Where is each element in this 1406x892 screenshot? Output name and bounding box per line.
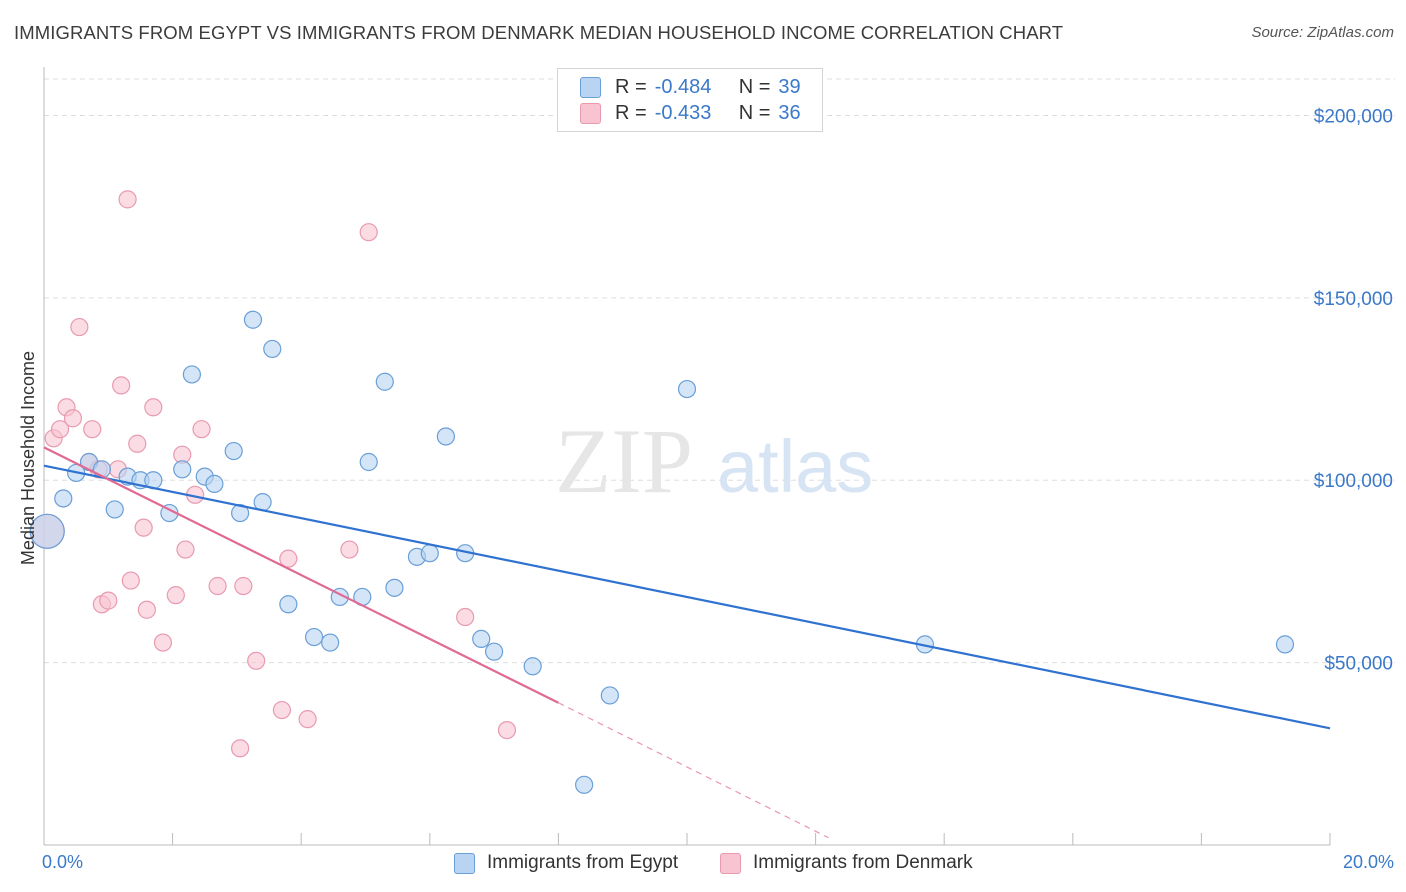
egypt-point — [472, 629, 491, 649]
egypt-point — [173, 460, 192, 479]
legend-item-denmark[interactable]: Immigrants from Denmark — [720, 852, 973, 874]
n-label: N = — [738, 75, 771, 98]
egypt-swatch — [454, 852, 475, 874]
y-tick-label: $150,000 — [1314, 289, 1393, 310]
egypt-point — [321, 633, 340, 652]
denmark-point — [234, 576, 253, 596]
denmark-swatch — [580, 102, 601, 124]
egypt-point — [243, 310, 263, 329]
denmark-point — [272, 700, 292, 720]
denmark-point — [359, 223, 378, 242]
denmark-point — [279, 549, 298, 568]
denmark-point — [83, 420, 102, 439]
trend-lines — [43, 446, 1331, 839]
legend-item-egypt[interactable]: Immigrants from Egypt — [454, 852, 678, 874]
egypt-point — [420, 544, 439, 563]
egypt-point — [375, 372, 394, 391]
r-label: R = — [615, 101, 647, 124]
denmark-point — [340, 540, 359, 559]
egypt-point — [436, 427, 455, 446]
y-tick-label: $50,000 — [1324, 654, 1393, 675]
denmark-point — [456, 607, 475, 627]
r-label: R = — [615, 75, 647, 98]
denmark-point — [208, 576, 227, 596]
legend-label-egypt: Immigrants from Egypt — [487, 852, 679, 873]
denmark-swatch — [720, 852, 741, 874]
egypt-point — [224, 441, 243, 461]
y-axis-label: Median Household Income — [18, 351, 38, 565]
chart-title: IMMIGRANTS FROM EGYPT VS IMMIGRANTS FROM… — [14, 22, 1064, 43]
denmark-trend-extension — [558, 702, 829, 839]
denmark-point — [231, 739, 250, 758]
denmark-point — [134, 518, 153, 537]
denmark-point — [121, 571, 140, 590]
n-value: 39 — [778, 75, 801, 98]
egypt-point — [385, 578, 404, 597]
egypt-point — [304, 627, 324, 647]
legend-label-denmark: Immigrants from Denmark — [753, 852, 973, 873]
denmark-point — [137, 600, 156, 619]
egypt-point — [279, 595, 298, 614]
r-value: -0.484 — [654, 75, 712, 98]
denmark-point — [176, 540, 195, 559]
legend-row-denmark: R = -0.433 N = 36 — [580, 100, 801, 126]
egypt-point — [485, 642, 504, 661]
watermark: ZIP atlas — [555, 410, 873, 512]
egypt-point — [105, 500, 124, 519]
egypt-point — [231, 503, 250, 523]
axes — [43, 67, 1331, 846]
denmark-point — [63, 409, 83, 428]
denmark-point — [118, 190, 137, 209]
denmark-point — [166, 586, 185, 605]
egypt-point — [523, 657, 542, 676]
denmark-point — [144, 398, 163, 417]
denmark-point — [128, 434, 147, 453]
egypt-point — [182, 365, 201, 384]
egypt-trend-line — [43, 464, 1331, 730]
watermark-zip: ZIP — [555, 410, 693, 512]
denmark-point — [497, 720, 517, 740]
n-label: N = — [738, 101, 771, 124]
egypt-point — [263, 339, 282, 359]
r-value: -0.433 — [654, 101, 712, 124]
egypt-point — [600, 686, 619, 705]
y-tick-label: $200,000 — [1314, 106, 1393, 127]
denmark-point — [99, 591, 118, 610]
denmark-point — [70, 317, 89, 337]
source-label: Source: ZipAtlas.com — [1251, 24, 1394, 41]
denmark-trend-line — [43, 446, 559, 704]
denmark-point — [192, 420, 211, 439]
n-value: 36 — [778, 101, 801, 124]
egypt-points — [29, 310, 1295, 794]
denmark-point — [247, 651, 266, 670]
egypt-swatch — [580, 76, 601, 98]
legend-row-egypt: R = -0.484 N = 39 — [580, 74, 801, 100]
series-legend: Immigrants from Egypt Immigrants from De… — [0, 852, 1406, 878]
egypt-point — [205, 474, 224, 493]
correlation-legend: R = -0.484 N = 39 R = -0.433 N = 36 — [557, 68, 823, 132]
grid-lines — [44, 78, 1395, 664]
egypt-point — [575, 775, 594, 794]
x-tick-label-max: 20.0% — [1342, 852, 1394, 872]
egypt-point — [359, 452, 378, 472]
denmark-point — [298, 710, 317, 729]
y-tick-label: $100,000 — [1314, 471, 1393, 492]
denmark-point — [112, 376, 131, 395]
x-tick-label-min: 0.0% — [42, 852, 84, 872]
watermark-atlas: atlas — [717, 425, 873, 508]
egypt-point — [29, 513, 65, 549]
egypt-point — [677, 379, 697, 399]
egypt-point — [54, 489, 73, 508]
egypt-point — [1275, 635, 1295, 654]
denmark-point — [153, 633, 173, 652]
denmark-point — [50, 420, 70, 439]
y-tick-labels: $50,000 $100,000 $150,000 $200,000 — [1314, 106, 1393, 674]
